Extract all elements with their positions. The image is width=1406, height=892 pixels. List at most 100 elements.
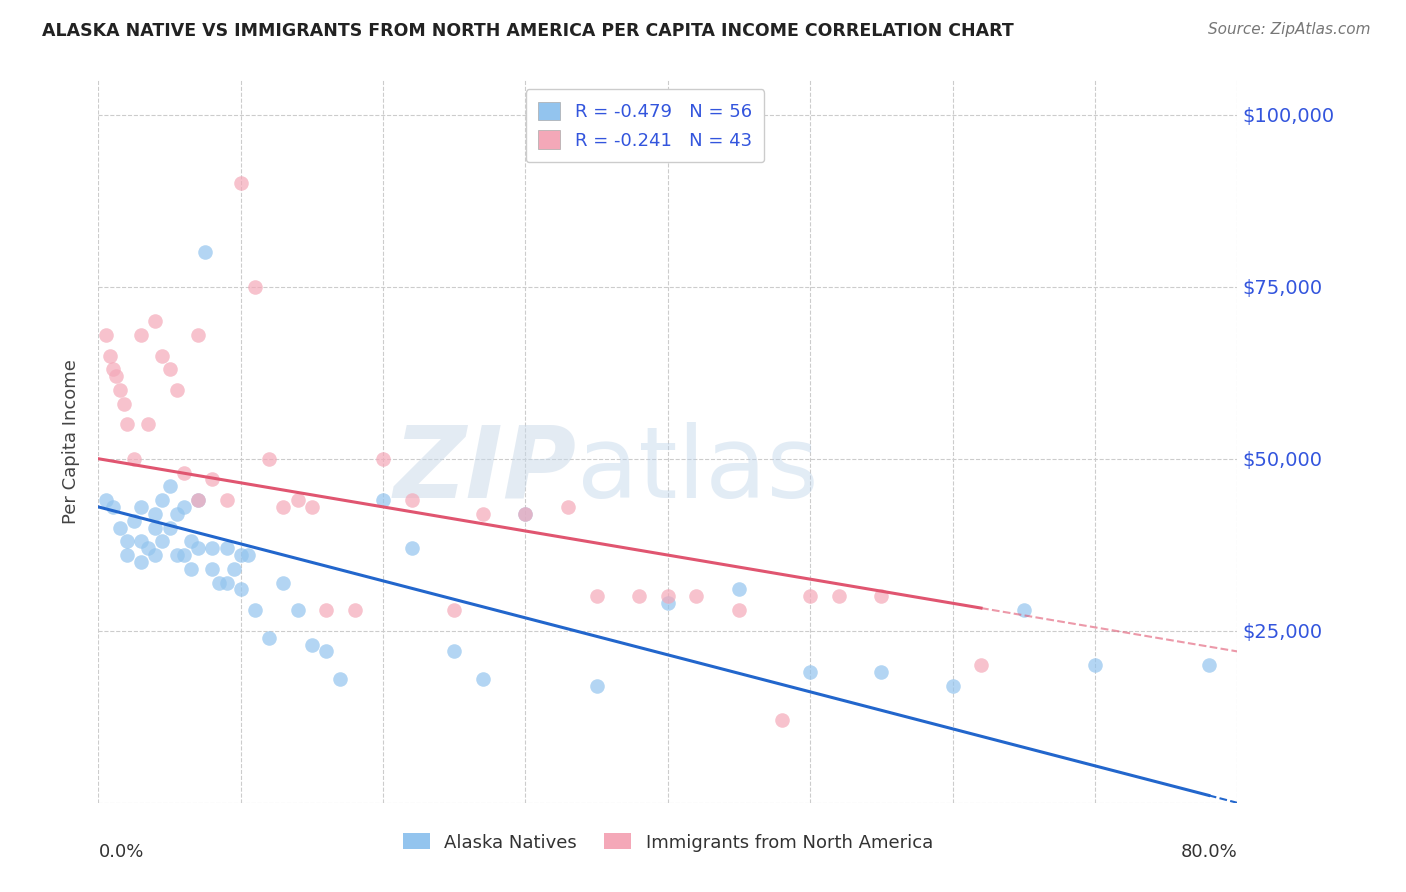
Point [229, 548, 252, 562]
Point [108, 520, 131, 534]
Point [236, 548, 259, 562]
Point [208, 575, 231, 590]
Point [828, 590, 851, 604]
Y-axis label: Per Capita Income: Per Capita Income [62, 359, 80, 524]
Point [870, 590, 893, 604]
Point [180, 562, 202, 576]
Point [343, 603, 366, 617]
Point [970, 658, 993, 673]
Point [159, 520, 181, 534]
Point [259, 451, 281, 466]
Point [115, 417, 138, 432]
Point [401, 541, 423, 556]
Point [94, 493, 117, 508]
Point [273, 500, 295, 514]
Point [443, 644, 465, 658]
Point [112, 397, 135, 411]
Point [685, 590, 707, 604]
Legend: Alaska Natives, Immigrants from North America: Alaska Natives, Immigrants from North Am… [402, 833, 934, 852]
Point [201, 562, 224, 576]
Point [187, 493, 209, 508]
Point [215, 575, 238, 590]
Point [152, 534, 174, 549]
Point [243, 279, 266, 293]
Point [129, 534, 152, 549]
Point [159, 362, 181, 376]
Point [229, 582, 252, 597]
Point [557, 500, 579, 514]
Point [728, 582, 751, 597]
Point [115, 548, 138, 562]
Point [243, 603, 266, 617]
Point [180, 534, 202, 549]
Point [315, 644, 337, 658]
Point [315, 603, 337, 617]
Point [657, 590, 679, 604]
Point [94, 327, 117, 342]
Point [173, 466, 195, 480]
Point [471, 507, 494, 521]
Point [585, 590, 607, 604]
Point [471, 672, 494, 686]
Point [515, 507, 537, 521]
Point [166, 507, 188, 521]
Point [657, 596, 679, 610]
Point [628, 590, 651, 604]
Point [201, 472, 224, 486]
Point [215, 541, 238, 556]
Point [104, 369, 127, 384]
Point [159, 479, 181, 493]
Point [136, 417, 159, 432]
Point [770, 713, 793, 727]
Point [201, 541, 224, 556]
Point [122, 451, 145, 466]
Point [108, 383, 131, 397]
Point [129, 500, 152, 514]
Point [1084, 658, 1107, 673]
Point [129, 555, 152, 569]
Point [942, 679, 965, 693]
Point [799, 665, 821, 679]
Point [152, 493, 174, 508]
Point [145, 507, 167, 521]
Text: ZIP: ZIP [394, 422, 576, 519]
Point [329, 672, 352, 686]
Point [215, 493, 238, 508]
Point [585, 679, 607, 693]
Point [101, 500, 124, 514]
Point [152, 349, 174, 363]
Point [799, 590, 821, 604]
Point [187, 541, 209, 556]
Point [98, 349, 121, 363]
Point [515, 507, 537, 521]
Point [870, 665, 893, 679]
Point [373, 493, 395, 508]
Point [173, 548, 195, 562]
Point [728, 603, 751, 617]
Point [166, 548, 188, 562]
Point [443, 603, 465, 617]
Point [1198, 658, 1220, 673]
Text: Source: ZipAtlas.com: Source: ZipAtlas.com [1208, 22, 1371, 37]
Point [194, 245, 217, 260]
Point [122, 514, 145, 528]
Text: ALASKA NATIVE VS IMMIGRANTS FROM NORTH AMERICA PER CAPITA INCOME CORRELATION CHA: ALASKA NATIVE VS IMMIGRANTS FROM NORTH A… [42, 22, 1014, 40]
Point [259, 631, 281, 645]
Point [301, 638, 323, 652]
Point [287, 603, 309, 617]
Point [229, 177, 252, 191]
Text: 80.0%: 80.0% [1181, 843, 1237, 861]
Point [287, 493, 309, 508]
Point [129, 327, 152, 342]
Text: atlas: atlas [576, 422, 818, 519]
Point [1012, 603, 1035, 617]
Point [136, 541, 159, 556]
Point [373, 451, 395, 466]
Point [222, 562, 245, 576]
Point [173, 500, 195, 514]
Point [187, 493, 209, 508]
Point [301, 500, 323, 514]
Point [145, 314, 167, 328]
Point [115, 534, 138, 549]
Point [273, 575, 295, 590]
